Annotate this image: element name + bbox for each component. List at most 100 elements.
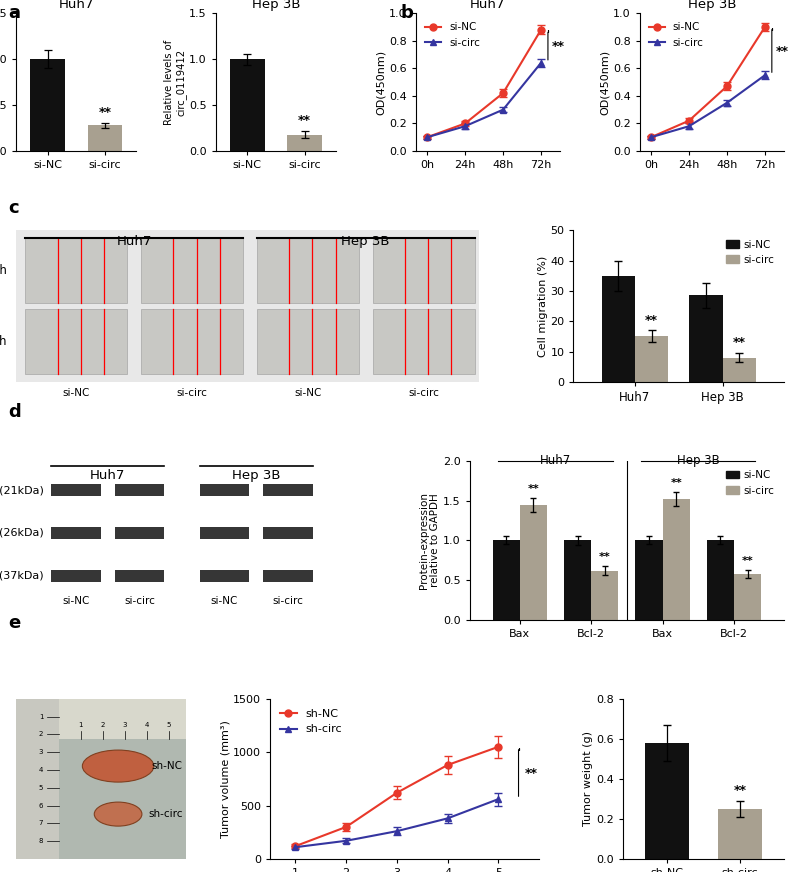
Text: GAPDH(37kDa): GAPDH(37kDa) [0,570,44,581]
Text: Huh7: Huh7 [117,235,152,248]
Text: Huh7: Huh7 [90,469,126,482]
si-circ [646,132,656,142]
Bar [26,309,127,374]
Bar [722,358,756,382]
Bar [520,505,547,620]
Text: 5: 5 [39,785,43,791]
Text: 2: 2 [39,732,43,738]
sh-NC [342,821,351,832]
Line: si-NC: si-NC [647,24,769,140]
Bar [635,541,662,620]
si-NC [760,22,770,32]
Bar [26,238,127,303]
si-circ [460,121,470,132]
Bar [257,309,358,374]
Text: **: ** [733,337,746,350]
Text: **: ** [670,478,682,488]
Line: sh-NC: sh-NC [292,744,502,849]
Bar [115,569,165,582]
Text: 0h: 0h [0,264,6,277]
Bar [51,569,101,582]
Line: si-circ: si-circ [647,72,769,140]
Title: Hep 3B: Hep 3B [252,0,300,10]
si-circ [536,58,546,68]
Text: Hep 3B: Hep 3B [342,235,390,248]
Text: 7: 7 [38,821,43,827]
Bar [115,527,165,539]
Title: Huh7: Huh7 [470,0,506,10]
Bar [115,484,165,496]
Text: Bcl-2(26kDa): Bcl-2(26kDa) [0,528,44,538]
Text: 8: 8 [38,838,43,844]
Text: 1: 1 [78,722,83,727]
Text: **: ** [776,44,789,58]
si-circ [722,98,732,108]
si-NC [536,24,546,35]
si-circ [684,121,694,132]
Bar [58,698,186,739]
Y-axis label: OD(450nm): OD(450nm) [376,50,386,114]
sh-NC [290,841,300,851]
Bar [263,569,313,582]
sh-circ [494,794,503,804]
Y-axis label: Protein-expression
relative to GAPDH: Protein-expression relative to GAPDH [418,492,440,589]
Line: si-NC: si-NC [423,26,545,140]
Legend: si-NC, si-circ: si-NC, si-circ [645,18,708,51]
Y-axis label: Tumor volume (mm³): Tumor volume (mm³) [220,720,230,838]
si-NC [722,81,732,92]
Line: si-circ: si-circ [423,59,545,140]
Bar [88,126,122,151]
si-circ [760,70,770,80]
Text: Hep 3B: Hep 3B [677,453,720,467]
Bar [51,527,101,539]
si-NC [498,88,508,99]
si-circ [498,105,508,115]
Text: Hep 3B: Hep 3B [232,469,281,482]
si-NC [646,132,656,142]
Text: sh-circ: sh-circ [148,809,182,819]
Bar [200,527,250,539]
Text: 4: 4 [145,722,150,727]
Text: si-circ: si-circ [124,596,155,606]
Text: **: ** [298,114,311,127]
Text: 4: 4 [39,767,43,773]
Bar [493,541,520,620]
Legend: si-NC, si-circ: si-NC, si-circ [722,467,778,500]
Text: **: ** [734,784,746,797]
Text: **: ** [527,484,539,494]
Bar [602,276,635,382]
Bar [141,238,243,303]
Bar [734,574,761,620]
Line: sh-circ: sh-circ [292,795,502,851]
Text: **: ** [742,555,754,566]
Bar [662,499,690,620]
Bar [635,337,668,382]
Bar [591,570,618,620]
Text: Huh7: Huh7 [540,453,571,467]
Bar [564,541,591,620]
sh-NC [392,787,402,798]
Text: si-circ: si-circ [273,596,304,606]
Bar [230,59,265,151]
Bar [373,238,474,303]
Text: si-NC: si-NC [62,596,90,606]
Bar [51,484,101,496]
Bar [263,527,313,539]
Y-axis label: Tumor weight (g): Tumor weight (g) [583,732,594,827]
Text: 5: 5 [167,722,171,727]
Bar [707,541,734,620]
Bar [690,296,722,382]
Text: si-circ: si-circ [177,388,207,398]
Title: Hep 3B: Hep 3B [687,0,736,10]
Text: **: ** [599,552,610,562]
Y-axis label: Cell migration (%): Cell migration (%) [538,255,547,357]
Text: Bax(21kDa): Bax(21kDa) [0,485,44,495]
Text: si-NC: si-NC [294,388,322,398]
Text: si-circ: si-circ [408,388,439,398]
Bar [718,809,762,859]
Bar [30,59,65,151]
Bar [200,484,250,496]
Y-axis label: OD(450nm): OD(450nm) [600,50,610,114]
Text: **: ** [98,106,111,119]
Text: **: ** [525,766,538,780]
